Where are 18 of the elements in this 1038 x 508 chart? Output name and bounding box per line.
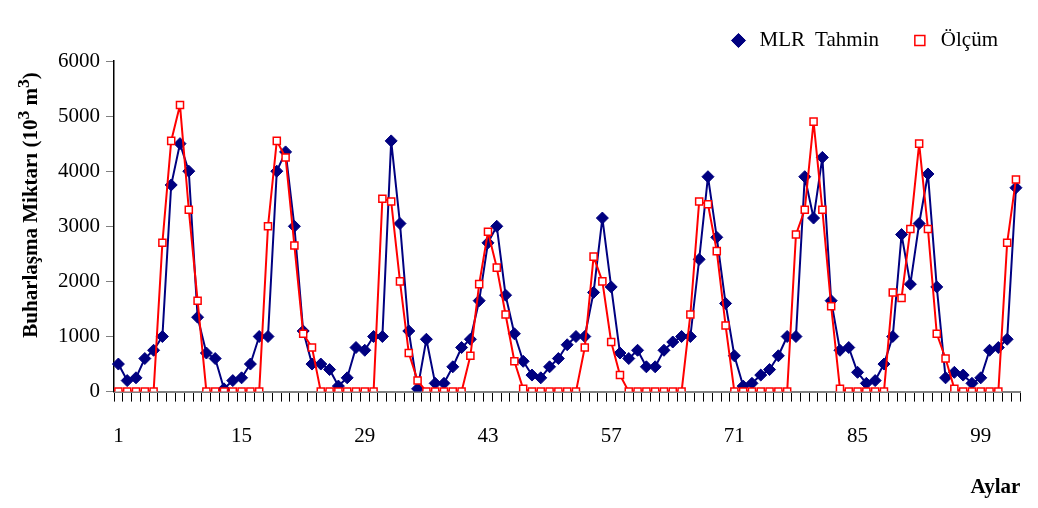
x-tick-label: 71 <box>723 422 745 447</box>
legend-label: Ölçüm <box>940 27 998 52</box>
legend-label: MLR Tahmin <box>759 27 880 52</box>
y-tick-label: 2000 <box>58 267 100 292</box>
y-tick-label: 3000 <box>58 212 100 237</box>
y-tick-label: 5000 <box>58 102 100 127</box>
x-tick-label: 43 <box>477 422 499 447</box>
x-tick-label: 29 <box>354 422 376 447</box>
x-tick-label: 99 <box>970 422 992 447</box>
y-tick-label: 6000 <box>58 47 100 72</box>
y-tick-label: 0 <box>89 378 100 403</box>
x-tick-label: 85 <box>847 422 869 447</box>
x-tick-label: 57 <box>600 422 622 447</box>
x-axis-title: Aylar <box>970 473 1021 498</box>
y-tick-label: 1000 <box>58 323 100 348</box>
y-tick-label: 4000 <box>58 157 100 182</box>
x-tick-label: 15 <box>231 422 253 447</box>
x-tick-label: 1 <box>113 422 124 447</box>
